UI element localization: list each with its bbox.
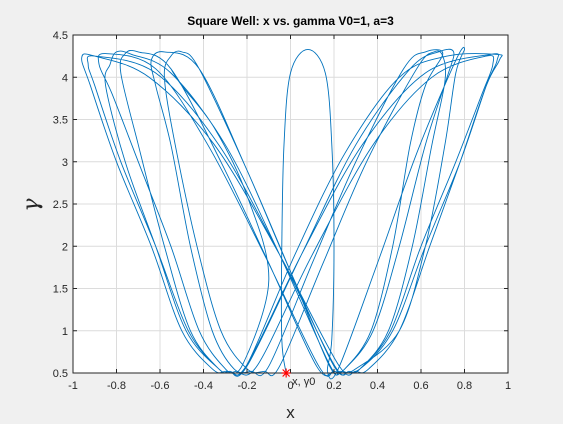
y-tick-label: 0.5 — [53, 368, 68, 380]
x-tick-label: 0 — [287, 380, 293, 392]
chart-title: Square Well: x vs. gamma V0=1, a=3 — [187, 14, 394, 28]
y-tick-label: 2.5 — [53, 199, 68, 211]
x-tick-label: -1 — [68, 380, 78, 392]
y-tick-label: 3.5 — [53, 115, 68, 127]
x-axis-label: x — [286, 403, 295, 422]
series-line-0 — [81, 46, 503, 380]
start-marker-label: x, γ0 — [292, 376, 315, 388]
y-tick-label: 1 — [62, 326, 68, 338]
x-tick-label: -0.4 — [194, 380, 213, 392]
x-tick-label: -0.8 — [107, 380, 126, 392]
x-tick-label: 0.8 — [457, 380, 472, 392]
x-tick-label: 0.2 — [326, 380, 341, 392]
y-tick-label: 4.5 — [53, 30, 68, 42]
y-tick-label: 2 — [62, 241, 68, 253]
y-tick-label: 4 — [62, 72, 68, 84]
x-tick-label: 1 — [505, 380, 511, 392]
y-tick-label: 3 — [62, 157, 68, 169]
start-marker-group: x, γ0 — [281, 368, 315, 388]
trajectory-series — [81, 46, 503, 380]
tick-labels: -1 -0.8 -0.6 -0.4 -0.2 0 0.2 0.4 0.6 0.8 1 0.5 1 1.5 2… — [53, 30, 511, 392]
x-tick-label: 0.6 — [413, 380, 428, 392]
x-tick-label: 0.4 — [370, 380, 385, 392]
y-axis-label: γ — [19, 198, 44, 212]
start-marker — [281, 368, 291, 378]
y-tick-label: 1.5 — [53, 284, 68, 296]
x-tick-label: -0.6 — [151, 380, 170, 392]
x-tick-label: -0.2 — [238, 380, 257, 392]
